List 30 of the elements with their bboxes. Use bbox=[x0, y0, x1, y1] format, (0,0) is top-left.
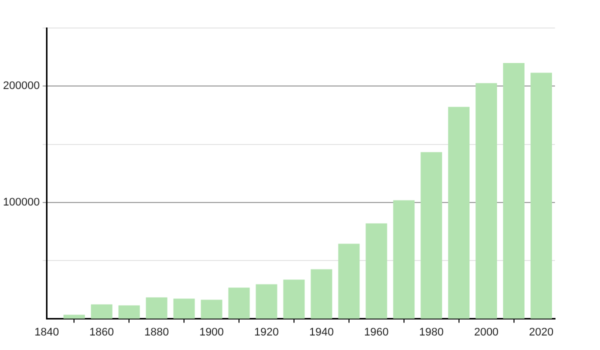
x-tick-label: 1960 bbox=[364, 326, 389, 338]
x-tick-label: 2000 bbox=[474, 326, 499, 338]
bar bbox=[228, 288, 250, 319]
bar bbox=[310, 269, 332, 319]
bar bbox=[173, 298, 195, 319]
y-tick-label: 100000 bbox=[2, 196, 40, 209]
x-tick-label: 1860 bbox=[89, 326, 114, 338]
bar bbox=[90, 304, 112, 319]
x-tick-label: 1940 bbox=[309, 326, 334, 338]
bar bbox=[283, 280, 305, 319]
x-tick-label: 1880 bbox=[144, 326, 169, 338]
bar bbox=[366, 223, 388, 319]
y-tick-label: 200000 bbox=[2, 80, 40, 92]
bar bbox=[338, 244, 360, 319]
x-tick-label: 1980 bbox=[419, 326, 444, 338]
bar bbox=[146, 297, 168, 319]
bar bbox=[476, 83, 498, 319]
bar bbox=[118, 305, 140, 319]
x-tick-label: 1840 bbox=[34, 326, 59, 338]
bar bbox=[448, 106, 470, 319]
bar bbox=[200, 300, 222, 319]
bar bbox=[63, 314, 85, 319]
x-tick-label: 1920 bbox=[254, 326, 279, 338]
bar bbox=[503, 63, 525, 319]
bar bbox=[393, 200, 415, 319]
bar bbox=[256, 284, 278, 319]
bar bbox=[420, 152, 442, 319]
x-tick-label: 1900 bbox=[199, 326, 224, 338]
x-tick-label: 2020 bbox=[529, 326, 554, 338]
bar bbox=[530, 72, 552, 319]
